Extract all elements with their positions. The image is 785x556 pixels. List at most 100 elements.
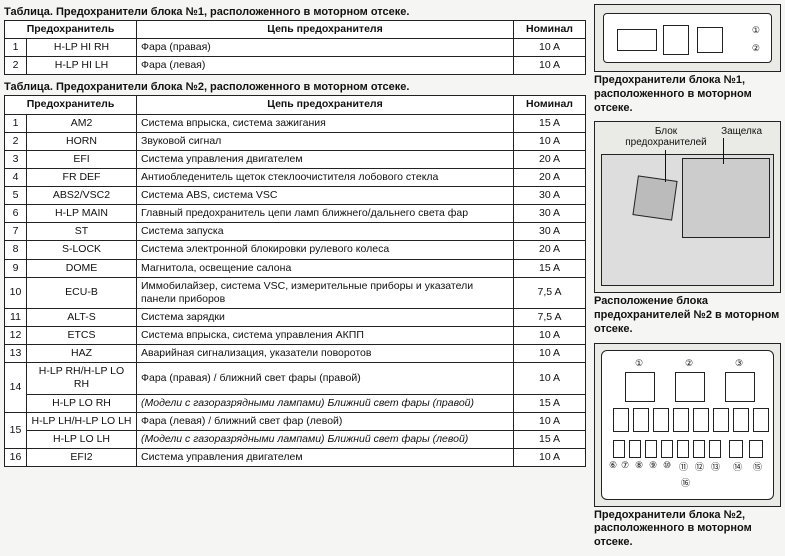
cell-num: 9: [5, 259, 27, 277]
table-row: 13HAZАварийная сигнализация, указатели п…: [5, 345, 586, 363]
cell-circuit: Иммобилайзер, система VSC, измерительные…: [137, 277, 514, 308]
cell-fuse: ETCS: [27, 327, 137, 345]
table-row: H-LP LO RH(Модели с газоразрядными лампа…: [5, 394, 586, 412]
table-row: 10ECU-BИммобилайзер, система VSC, измери…: [5, 277, 586, 308]
label-block: Блок предохранителей: [621, 126, 711, 148]
cell-num: 16: [5, 448, 27, 466]
cell-fuse: H-LP LO RH: [27, 394, 137, 412]
d3-n10: ⑩: [663, 460, 671, 471]
th-nominal: Номинал: [514, 21, 586, 39]
d3-n14: ⑭: [733, 460, 742, 473]
cell-num: 3: [5, 150, 27, 168]
table-row: 8S-LOCKСистема электронной блокировки ру…: [5, 241, 586, 259]
table1-title: Таблица. Предохранители блока №1, распол…: [4, 6, 586, 18]
cell-fuse: H-LP HI LH: [27, 57, 137, 75]
table-row: 2H-LP HI LHФара (левая)10 A: [5, 57, 586, 75]
cell-nominal: 7,5 A: [514, 277, 586, 308]
cell-fuse: EFI2: [27, 448, 137, 466]
cell-num: 4: [5, 168, 27, 186]
cell-circuit: Система ABS, система VSC: [137, 187, 514, 205]
cell-circuit: Аварийная сигнализация, указатели поворо…: [137, 345, 514, 363]
diagram-2: Блок предохранителей Защелка: [594, 121, 781, 293]
th-nominal-2: Номинал: [514, 96, 586, 114]
cell-circuit: Звуковой сигнал: [137, 132, 514, 150]
cell-num: 1: [5, 114, 27, 132]
cell-num: 15: [5, 412, 27, 448]
table-row: 9DOMEМагнитола, освещение салона15 A: [5, 259, 586, 277]
cell-num: 1: [5, 39, 27, 57]
cell-num: 5: [5, 187, 27, 205]
cell-circuit: Фара (левая): [137, 57, 514, 75]
diagram-3: ① ② ③ ⑥ ⑦ ⑧ ⑨ ⑩ ⑪ ⑫ ⑬ ⑭ ⑮ ⑯: [594, 343, 781, 507]
cell-num: 2: [5, 132, 27, 150]
cell-nominal: 7,5 A: [514, 308, 586, 326]
table-row: 1AM2Система впрыска, система зажигания15…: [5, 114, 586, 132]
d1-num-2: ②: [752, 43, 760, 54]
cell-fuse: H-LP RH/H-LP LO RH: [27, 363, 137, 394]
cell-fuse: FR DEF: [27, 168, 137, 186]
cell-num: 13: [5, 345, 27, 363]
table-row: 12ETCSСистема впрыска, система управлени…: [5, 327, 586, 345]
cell-nominal: 10 A: [514, 132, 586, 150]
cell-fuse: ST: [27, 223, 137, 241]
d3-n8: ⑧: [635, 460, 643, 471]
table-row: 16EFI2Система управления двигателем10 A: [5, 448, 586, 466]
cell-nominal: 20 A: [514, 168, 586, 186]
d1-num-1: ①: [752, 25, 760, 36]
cell-fuse: H-LP MAIN: [27, 205, 137, 223]
cell-fuse: ECU-B: [27, 277, 137, 308]
cell-fuse: H-LP LH/H-LP LO LH: [27, 412, 137, 430]
cell-circuit: Система впрыска, система управления АКПП: [137, 327, 514, 345]
cell-num: 6: [5, 205, 27, 223]
cell-circuit: Фара (левая) / ближний свет фар (левой): [137, 412, 514, 430]
cell-circuit: Система запуска: [137, 223, 514, 241]
label-latch: Защелка: [721, 126, 762, 137]
table-row: 3EFIСистема управления двигателем20 A: [5, 150, 586, 168]
d3-n7: ⑦: [621, 460, 629, 471]
cell-circuit: Система впрыска, система зажигания: [137, 114, 514, 132]
cell-nominal: 15 A: [514, 430, 586, 448]
cell-circuit: (Модели с газоразрядными лампами) Ближни…: [137, 394, 514, 412]
table-row: 14H-LP RH/H-LP LO RHФара (правая) / ближ…: [5, 363, 586, 394]
cell-circuit: Фара (правая): [137, 39, 514, 57]
cell-circuit: (Модели с газоразрядными лампами) Ближни…: [137, 430, 514, 448]
cell-circuit: Система управления двигателем: [137, 150, 514, 168]
cell-circuit: Антиобледенитель щеток стеклоочистителя …: [137, 168, 514, 186]
th-circuit-2: Цепь предохранителя: [137, 96, 514, 114]
cell-fuse: HORN: [27, 132, 137, 150]
cell-nominal: 20 A: [514, 150, 586, 168]
cell-circuit: Система зарядки: [137, 308, 514, 326]
table-row: 1H-LP HI RHФара (правая)10 A: [5, 39, 586, 57]
cell-nominal: 10 A: [514, 57, 586, 75]
cell-num: 11: [5, 308, 27, 326]
cell-nominal: 30 A: [514, 187, 586, 205]
cell-circuit: Магнитола, освещение салона: [137, 259, 514, 277]
cell-fuse: AM2: [27, 114, 137, 132]
cell-circuit: Система электронной блокировки рулевого …: [137, 241, 514, 259]
fuse-table-2: Предохранитель Цепь предохранителя Номин…: [4, 95, 586, 467]
caption-1: Предохранители блока №1, расположенного …: [594, 74, 781, 115]
cell-fuse: DOME: [27, 259, 137, 277]
table-row: 6H-LP MAINГлавный предохранитель цепи ла…: [5, 205, 586, 223]
cell-nominal: 10 A: [514, 448, 586, 466]
cell-fuse: EFI: [27, 150, 137, 168]
d3-n2: ②: [685, 358, 693, 369]
table-row: 11ALT-SСистема зарядки7,5 A: [5, 308, 586, 326]
cell-fuse: ALT-S: [27, 308, 137, 326]
cell-fuse: HAZ: [27, 345, 137, 363]
table-row: 5ABS2/VSC2Система ABS, система VSC30 A: [5, 187, 586, 205]
cell-fuse: S-LOCK: [27, 241, 137, 259]
cell-circuit: Система управления двигателем: [137, 448, 514, 466]
d3-n11: ⑪: [679, 460, 688, 473]
cell-nominal: 10 A: [514, 345, 586, 363]
table-row: 7STСистема запуска30 A: [5, 223, 586, 241]
table-row: 2HORNЗвуковой сигнал10 A: [5, 132, 586, 150]
th-fuse-2: Предохранитель: [5, 96, 137, 114]
d3-n6: ⑥: [609, 460, 617, 471]
table-row: 15H-LP LH/H-LP LO LHФара (левая) / ближн…: [5, 412, 586, 430]
table-row: 4FR DEFАнтиобледенитель щеток стеклоочис…: [5, 168, 586, 186]
cell-num: 2: [5, 57, 27, 75]
cell-num: 7: [5, 223, 27, 241]
d3-n3: ③: [735, 358, 743, 369]
d3-n1: ①: [635, 358, 643, 369]
